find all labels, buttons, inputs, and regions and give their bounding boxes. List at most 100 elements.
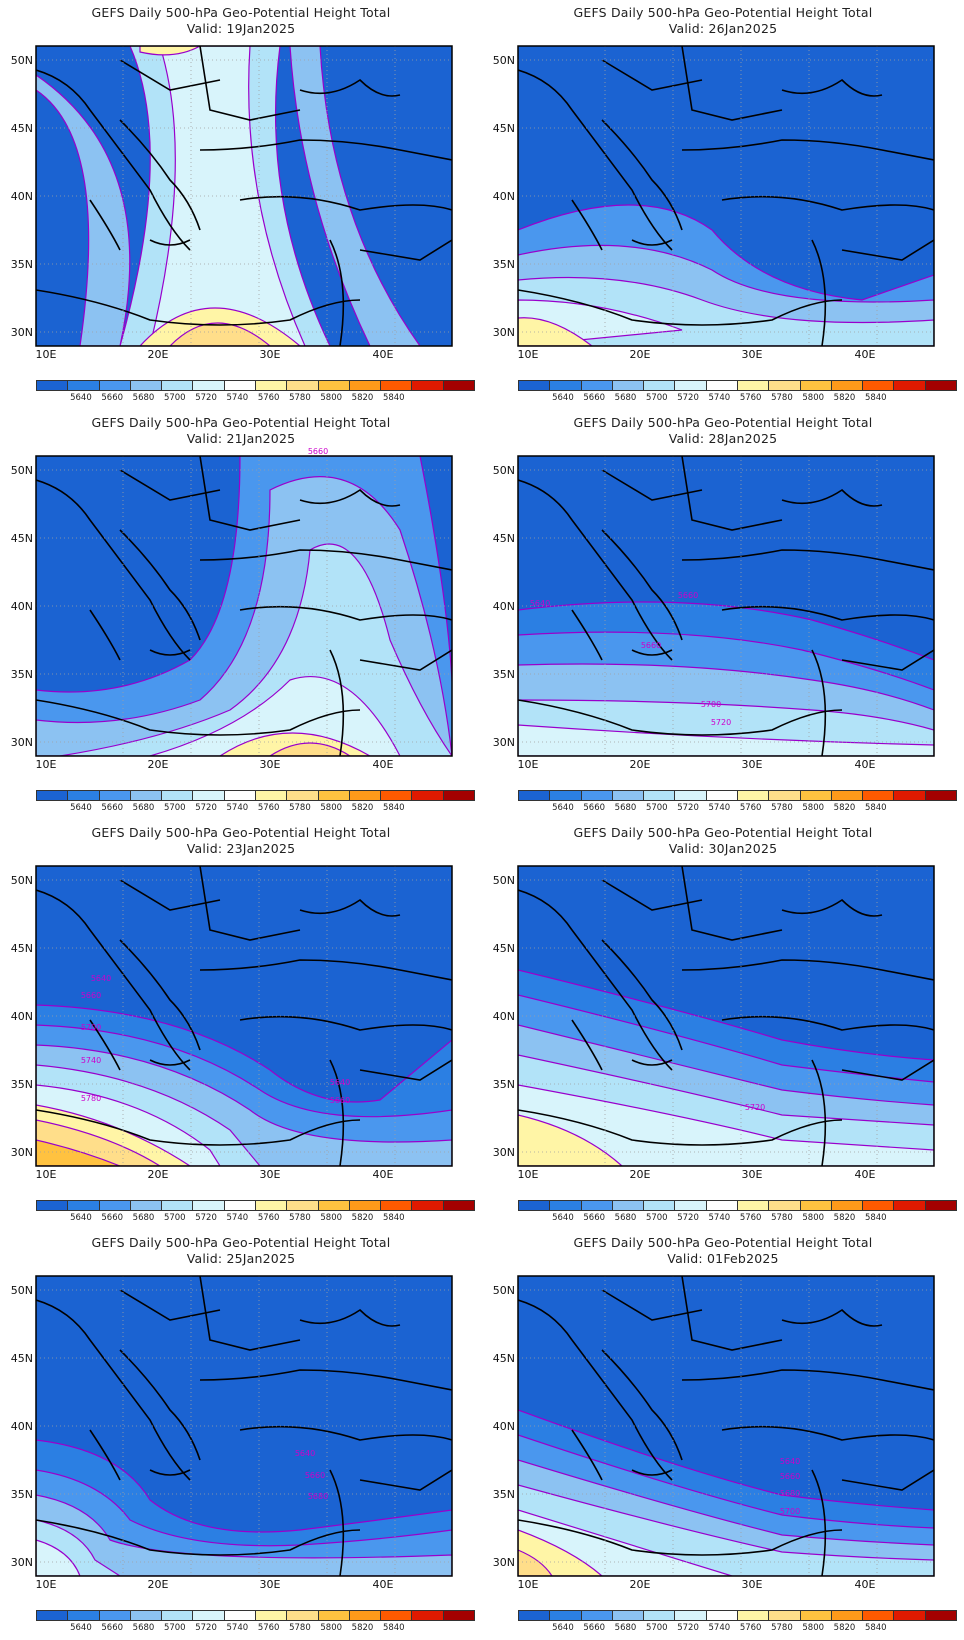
- coastline: [119, 119, 201, 231]
- coastline: [359, 649, 452, 671]
- colorbar-label: 5700: [645, 393, 668, 403]
- coastline: [199, 866, 301, 941]
- map-panel-28jan: GEFS Daily 500-hPa Geo-Potential Height …: [482, 410, 964, 820]
- colorbar-swatch: [255, 1610, 288, 1621]
- lon-tick-label: 40E: [373, 1168, 394, 1181]
- lon-tick-label: 20E: [148, 348, 169, 361]
- colorbar-label: 5760: [739, 1623, 762, 1633]
- colorbar-swatch: [348, 1610, 382, 1621]
- coastline: [721, 605, 934, 621]
- coastline: [329, 1059, 345, 1166]
- coastline: [631, 239, 673, 246]
- colorbar-swatch: [674, 380, 707, 391]
- map-frame-group: [517, 45, 935, 347]
- lat-tick-label: 50N: [493, 464, 515, 477]
- panel-valid: Valid: 25Jan2025: [186, 1251, 296, 1266]
- coastline: [239, 605, 452, 621]
- coastlines: [518, 456, 934, 756]
- map-border: [35, 455, 453, 757]
- lat-tick-label: 45N: [493, 1352, 515, 1365]
- colorbar-swatch: [611, 1200, 645, 1211]
- colorbar-swatch: [67, 1200, 100, 1211]
- panel-valid: Valid: 19Jan2025: [186, 21, 296, 36]
- coastline: [721, 1425, 934, 1441]
- map-panel-25jan: GEFS Daily 500-hPa Geo-Potential Height …: [0, 1230, 482, 1640]
- colorbar-label: 5800: [320, 393, 343, 403]
- colorbar-label: 5640: [552, 1623, 574, 1633]
- coastline: [518, 69, 673, 251]
- coastline: [119, 879, 221, 911]
- colorbar-label: 5680: [614, 1213, 637, 1223]
- colorbar-label: 5640: [552, 393, 574, 403]
- colorbar-swatch: [830, 790, 864, 801]
- coastline: [89, 609, 121, 661]
- colorbar-label: 5760: [257, 393, 280, 403]
- coastlines: [36, 456, 452, 756]
- colorbar-label: 5780: [289, 393, 311, 403]
- lon-tick-label: 10E: [518, 1578, 539, 1591]
- panel-valid: Valid: 26Jan2025: [668, 21, 778, 36]
- coastline: [119, 1349, 201, 1461]
- colorbar-swatch: [161, 380, 194, 391]
- coastline: [841, 649, 934, 671]
- coastline: [631, 1469, 673, 1476]
- panel-title: GEFS Daily 500-hPa Geo-Potential Height …: [573, 825, 873, 840]
- lat-tick-label: 50N: [493, 1284, 515, 1297]
- colorbar-label: 5660: [583, 1623, 606, 1633]
- grid: [518, 866, 934, 1166]
- height-bands: [518, 204, 934, 346]
- lon-tick-label: 40E: [373, 758, 394, 771]
- colorbar-swatch: [799, 380, 832, 391]
- coastline: [601, 469, 703, 501]
- map-panel-26jan: GEFS Daily 500-hPa Geo-Potential Height …: [482, 0, 964, 410]
- colorbar-label: 5720: [195, 393, 217, 403]
- coastline: [36, 1109, 361, 1146]
- colorbar-swatch: [286, 380, 319, 391]
- contour-value-label: 5640: [295, 1449, 315, 1458]
- colorbar-label: 5720: [677, 803, 699, 813]
- colorbar-swatch: [549, 790, 582, 801]
- grid: [518, 1276, 934, 1576]
- colorbar-label: 5800: [320, 1623, 343, 1633]
- lat-tick-label: 40N: [11, 600, 33, 613]
- panel-title: GEFS Daily 500-hPa Geo-Potential Height …: [91, 5, 391, 20]
- contour-value-label: 5660: [678, 591, 698, 600]
- coastlines: [518, 866, 934, 1166]
- colorbar-swatch: [255, 1200, 288, 1211]
- colorbar-label: 5700: [163, 393, 186, 403]
- lat-tick-label: 40N: [11, 1420, 33, 1433]
- colorbar-swatch: [643, 790, 676, 801]
- height-bands: [518, 969, 934, 1166]
- colorbar: 5640 5660 5680 5700 5720 5740 5760 5780 5800 5820…: [36, 1200, 475, 1224]
- lon-tick-label: 30E: [260, 758, 281, 771]
- colorbar: 5640 5660 5680 5700 5720 5740 5760 5780 5800 5820…: [36, 790, 475, 814]
- colorbar-label: 5660: [101, 393, 124, 403]
- colorbar-label: 5640: [70, 1213, 92, 1223]
- coastline: [199, 46, 301, 121]
- colorbar-swatch: [411, 1610, 444, 1621]
- grid: [36, 866, 452, 1166]
- colorbar: 5640 5660 5680 5700 5720 5740 5760 5780 5800 5820…: [518, 380, 957, 404]
- lat-tick-label: 45N: [11, 122, 33, 135]
- lon-tick-label: 20E: [630, 1168, 651, 1181]
- colorbar-swatch: [893, 1610, 926, 1621]
- coastline: [518, 699, 843, 736]
- lat-tick-label: 50N: [11, 464, 33, 477]
- colorbar-label: 5640: [552, 803, 574, 813]
- lat-tick-label: 40N: [493, 600, 515, 613]
- colorbar-swatch: [129, 790, 163, 801]
- colorbar-label: 5780: [289, 1213, 311, 1223]
- lon-tick-label: 10E: [36, 1578, 57, 1591]
- coastline: [89, 1019, 121, 1071]
- colorbar-swatch: [518, 790, 551, 801]
- colorbar-swatch: [442, 790, 475, 801]
- lat-tick-label: 30N: [493, 1146, 515, 1159]
- lon-tick-label: 30E: [260, 1168, 281, 1181]
- panel-valid: Valid: 23Jan2025: [186, 841, 296, 856]
- colorbar-label: 5740: [708, 393, 731, 403]
- colorbar-swatch: [768, 1200, 801, 1211]
- colorbar-label: 5660: [583, 1213, 606, 1223]
- coastline: [36, 1519, 361, 1556]
- coastline: [601, 879, 703, 911]
